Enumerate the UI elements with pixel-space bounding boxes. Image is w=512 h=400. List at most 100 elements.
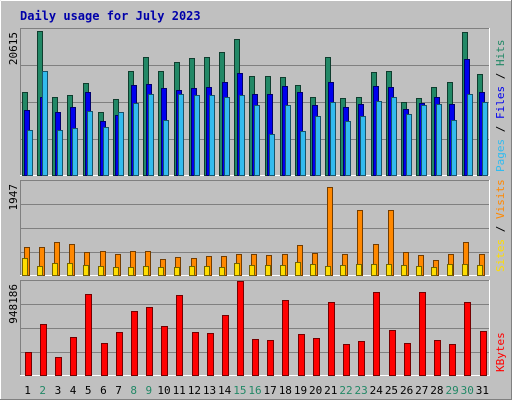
bar-sites bbox=[219, 267, 225, 276]
day-label: 8 bbox=[130, 384, 137, 397]
day-label: 27 bbox=[415, 384, 428, 397]
bar-pages bbox=[209, 95, 215, 176]
day-label: 13 bbox=[203, 384, 216, 397]
bar-pages bbox=[406, 114, 412, 176]
bar-kbytes bbox=[192, 332, 199, 376]
day-label: 21 bbox=[324, 384, 337, 397]
day-axis-labels: 1 2 3 4 5 6 7 8 9 10 11 12 13 14 15 16 17 18 19 20 21 22 23 24 2… bbox=[24, 384, 489, 397]
chart-title: Daily usage for July 2023 bbox=[20, 9, 201, 23]
legend-sites: Sites bbox=[494, 239, 507, 272]
bar-kbytes bbox=[358, 341, 365, 376]
bar-sites bbox=[22, 258, 28, 276]
bar-kbytes bbox=[85, 294, 92, 376]
bar-pages bbox=[118, 112, 124, 176]
visits-sites-panel: 1947 Sites / Visits bbox=[7, 179, 507, 276]
bar-pages bbox=[103, 127, 109, 176]
bar-pages bbox=[300, 131, 306, 176]
day-label: 28 bbox=[430, 384, 443, 397]
bar-sites bbox=[325, 266, 331, 276]
day-label: 3 bbox=[55, 384, 62, 397]
bar-pages bbox=[345, 121, 351, 176]
bar-sites bbox=[128, 267, 134, 276]
day-label: 25 bbox=[385, 384, 398, 397]
bar-sites bbox=[340, 265, 346, 276]
hits-files-pages-panel: 20615 Pages / Files / Hits bbox=[7, 28, 507, 176]
bar-sites bbox=[83, 265, 89, 276]
bar-sites bbox=[477, 265, 483, 276]
bar-sites bbox=[189, 266, 195, 276]
bar-pages bbox=[315, 116, 321, 176]
bar-sites bbox=[310, 264, 316, 276]
bar-pages bbox=[239, 95, 245, 176]
bar-kbytes bbox=[298, 334, 305, 376]
bar-pages bbox=[42, 71, 48, 176]
bar-pages bbox=[163, 120, 169, 176]
bar-kbytes bbox=[70, 337, 77, 376]
bar-kbytes bbox=[419, 292, 426, 376]
bar-kbytes bbox=[434, 340, 441, 376]
bar-kbytes bbox=[25, 352, 32, 376]
bar-pages bbox=[436, 104, 442, 176]
day-label: 26 bbox=[400, 384, 413, 397]
bar-pages bbox=[391, 97, 397, 176]
bar-sites bbox=[234, 263, 240, 276]
bar-pages bbox=[285, 105, 291, 176]
day-label: 5 bbox=[85, 384, 92, 397]
bar-kbytes bbox=[328, 302, 335, 376]
day-label: 9 bbox=[146, 384, 153, 397]
bar-pages bbox=[451, 120, 457, 176]
bar-kbytes bbox=[176, 295, 183, 376]
bar-pages bbox=[224, 97, 230, 176]
bar-sites bbox=[37, 266, 43, 276]
legend-kbytes: KBytes bbox=[494, 332, 507, 372]
bar-kbytes bbox=[207, 333, 214, 376]
bar-sites bbox=[431, 267, 437, 276]
day-label: 15 bbox=[233, 384, 246, 397]
bar-sites bbox=[158, 267, 164, 276]
bar-kbytes bbox=[116, 332, 123, 376]
kbytes-panel: 948186 KBytes bbox=[7, 280, 507, 376]
bar-sites bbox=[113, 267, 119, 276]
day-label: 24 bbox=[370, 384, 384, 397]
bar-kbytes bbox=[40, 324, 47, 376]
bar-pages bbox=[72, 128, 78, 176]
legend-pages: Pages bbox=[494, 139, 507, 172]
day-label: 19 bbox=[294, 384, 307, 397]
day-label: 22 bbox=[339, 384, 352, 397]
day-label: 10 bbox=[157, 384, 170, 397]
day-label: 12 bbox=[188, 384, 201, 397]
legend-visits: Visits bbox=[494, 179, 507, 219]
bar-sites bbox=[280, 265, 286, 276]
day-label: 23 bbox=[355, 384, 368, 397]
bar-kbytes bbox=[373, 292, 380, 376]
bar-kbytes bbox=[389, 330, 396, 376]
legend-separator: / bbox=[494, 66, 507, 86]
bar-sites bbox=[386, 264, 392, 276]
bar-sites bbox=[371, 264, 377, 276]
bar-kbytes bbox=[161, 326, 168, 376]
bar-kbytes bbox=[131, 311, 138, 376]
day-label: 18 bbox=[279, 384, 292, 397]
bar-pages bbox=[194, 95, 200, 176]
bar-sites bbox=[462, 264, 468, 276]
bar-sites bbox=[401, 265, 407, 276]
legend-hits: Hits bbox=[494, 40, 507, 67]
bar-sites bbox=[249, 265, 255, 276]
bar-visits bbox=[327, 187, 333, 276]
bar-sites bbox=[52, 263, 58, 276]
bar-pages bbox=[148, 94, 154, 176]
bar-sites bbox=[447, 264, 453, 276]
day-label: 20 bbox=[309, 384, 322, 397]
bar-pages bbox=[27, 130, 33, 176]
bar-kbytes bbox=[449, 344, 456, 376]
day-label: 30 bbox=[461, 384, 474, 397]
bar-sites bbox=[416, 266, 422, 276]
day-label: 31 bbox=[476, 384, 489, 397]
bar-pages bbox=[133, 103, 139, 176]
day-label: 7 bbox=[115, 384, 122, 397]
bar-kbytes bbox=[313, 338, 320, 376]
day-label: 17 bbox=[264, 384, 277, 397]
bar-kbytes bbox=[480, 331, 487, 376]
bar-sites bbox=[67, 263, 73, 276]
bar-kbytes bbox=[237, 281, 244, 376]
